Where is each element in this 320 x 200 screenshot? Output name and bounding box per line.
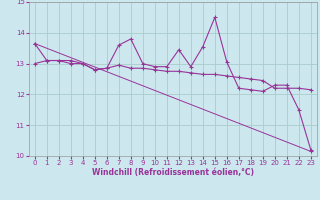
X-axis label: Windchill (Refroidissement éolien,°C): Windchill (Refroidissement éolien,°C) — [92, 168, 254, 177]
